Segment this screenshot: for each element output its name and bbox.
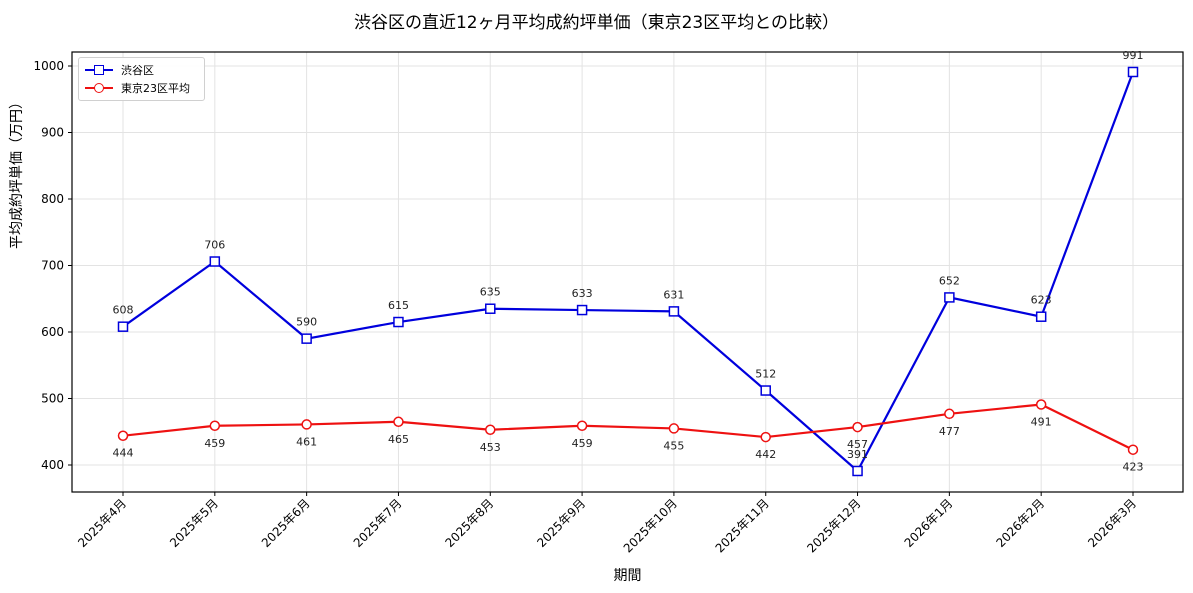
data-label: 706 (204, 239, 225, 252)
legend-item-tokyo23-avg: 東京23区平均 (85, 80, 190, 96)
data-point (760, 385, 771, 396)
data-point (944, 408, 955, 420)
data-point (301, 419, 312, 430)
series-shibuya: 608 706 590 615 635 633 631 512 391 652 623 991 (113, 49, 1144, 477)
legend: 渋谷区 東京23区平均 (78, 57, 205, 101)
x-tick-label: 2025年5月 (167, 496, 221, 550)
data-label: 590 (296, 316, 317, 329)
data-label: 465 (388, 433, 409, 446)
data-label: 631 (663, 288, 684, 301)
x-axis-label: 期間 (613, 568, 642, 584)
circle-marker-icon (85, 80, 113, 96)
data-point (944, 292, 955, 303)
data-label: 423 (1123, 461, 1144, 474)
x-tick-label: 2025年7月 (351, 496, 405, 550)
y-tick-label: 900 (41, 126, 64, 140)
data-label: 512 (755, 368, 776, 381)
x-tick-label: 2025年10月 (621, 496, 680, 555)
y-tick-label: 800 (41, 192, 64, 206)
data-label: 457 (847, 438, 868, 451)
axes-frame (71, 51, 1184, 493)
x-tick-label: 2026年1月 (902, 496, 956, 550)
chart-title: 渋谷区の直近12ヶ月平均成約坪単価（東京23区平均との比較） (353, 13, 840, 33)
x-tick-label: 2025年6月 (259, 496, 313, 550)
data-point (117, 321, 129, 332)
x-tick-label: 2025年8月 (443, 496, 497, 550)
data-point (668, 306, 680, 317)
x-tick-label: 2025年11月 (713, 496, 772, 555)
data-label: 477 (939, 425, 960, 438)
data-point (209, 420, 221, 432)
data-label: 459 (572, 437, 593, 450)
data-point (576, 420, 588, 432)
y-tick-label: 1000 (33, 59, 64, 73)
data-point (852, 465, 863, 477)
data-point (576, 304, 588, 316)
y-tick-label: 400 (41, 458, 64, 472)
data-label: 442 (755, 448, 776, 461)
legend-label: 渋谷区 (121, 64, 154, 77)
grid (72, 52, 1183, 492)
data-label: 391 (847, 448, 868, 461)
series-tokyo23-avg: 444 459 461 465 453 459 455 442 457 477 491 423 (113, 399, 1144, 474)
x-tick-label: 2026年2月 (993, 496, 1047, 550)
data-label: 635 (480, 286, 501, 299)
data-point (485, 424, 496, 436)
data-point (1035, 399, 1047, 410)
square-marker-icon (85, 62, 113, 78)
y-axis-ticks: 400 500 600 700 800 900 1000 (33, 59, 72, 472)
x-tick-label: 2025年4月 (75, 496, 129, 550)
data-label: 453 (480, 441, 501, 454)
data-label: 652 (939, 274, 960, 287)
data-label: 444 (113, 447, 134, 460)
data-point (209, 256, 221, 267)
data-point (117, 430, 129, 441)
data-point (485, 303, 496, 314)
data-point (301, 333, 312, 344)
y-tick-label: 700 (41, 259, 64, 273)
data-point (1127, 66, 1139, 78)
data-point (393, 316, 404, 328)
data-label: 459 (204, 437, 225, 450)
data-point (760, 431, 771, 443)
x-tick-label: 2025年9月 (534, 496, 588, 550)
y-tick-label: 500 (41, 392, 64, 406)
data-label: 633 (572, 287, 593, 300)
y-tick-label: 600 (41, 325, 64, 339)
data-label: 491 (1031, 415, 1052, 428)
data-point (852, 421, 863, 433)
data-label: 608 (113, 304, 134, 317)
legend-item-shibuya: 渋谷区 (85, 62, 154, 78)
data-point (393, 416, 404, 428)
data-point (668, 423, 680, 434)
legend-label: 東京23区平均 (121, 82, 190, 95)
x-tick-label: 2026年3月 (1085, 496, 1139, 550)
data-label: 991 (1123, 49, 1144, 62)
x-tick-label: 2025年12月 (804, 496, 863, 555)
data-label: 461 (296, 435, 317, 448)
data-label: 623 (1031, 294, 1052, 307)
x-axis-ticks: 2025年4月 2025年5月 2025年6月 2025年7月 2025年8月 2025年… (75, 492, 1139, 555)
data-point (1035, 311, 1047, 322)
data-point (1127, 444, 1139, 455)
data-label: 615 (388, 299, 409, 312)
data-label: 455 (663, 439, 684, 452)
